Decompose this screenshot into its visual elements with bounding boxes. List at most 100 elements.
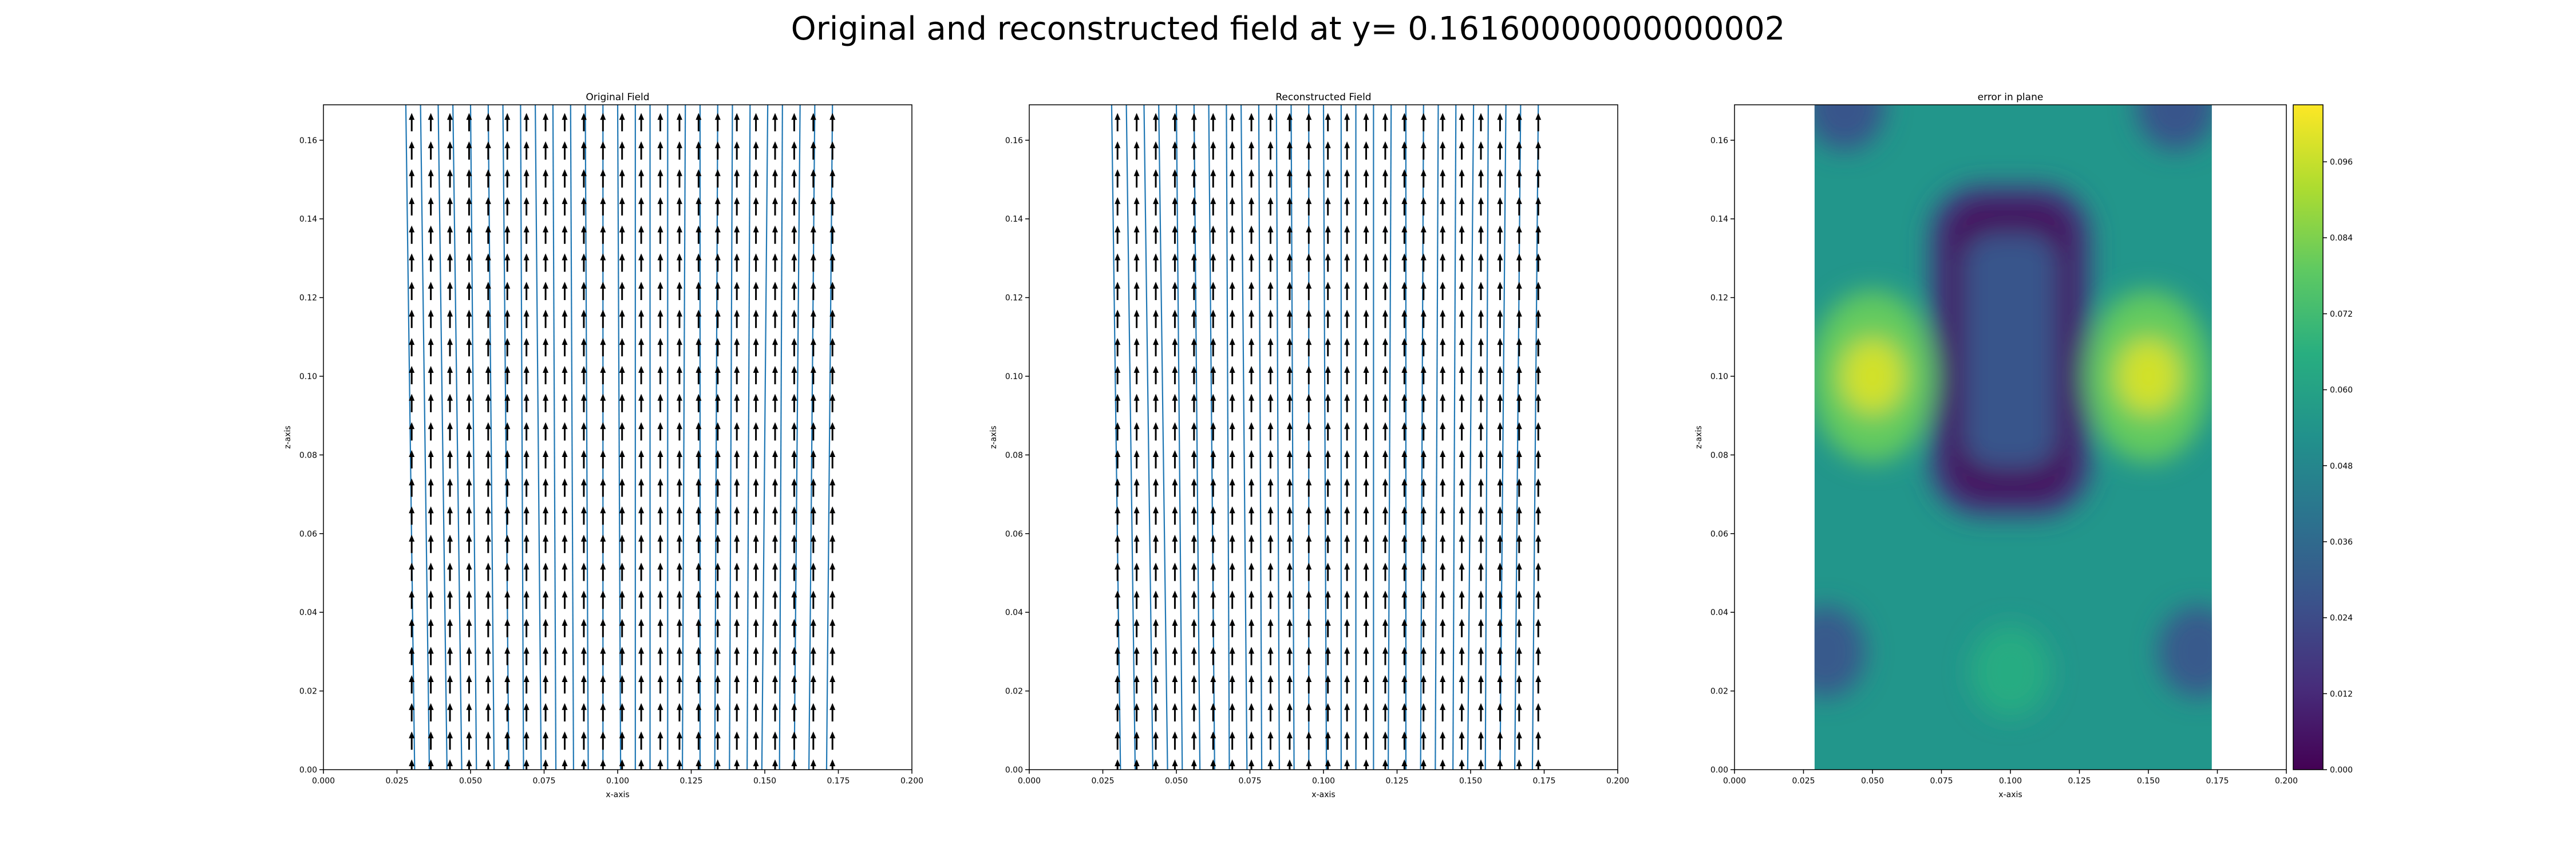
arrow-head	[676, 366, 682, 373]
arrow-head	[600, 731, 606, 739]
arrow-head	[1497, 309, 1503, 317]
field-arrow	[734, 703, 740, 722]
x-tick-label: 0.200	[2275, 777, 2298, 786]
field-arrow	[810, 534, 816, 553]
arrow-head	[1516, 366, 1522, 373]
arrow-head	[696, 450, 702, 458]
field-arrow	[1325, 478, 1331, 497]
field-arrow	[1401, 590, 1408, 609]
field-arrow	[1172, 731, 1178, 750]
arrow-head	[485, 366, 491, 373]
arrow-head	[1210, 253, 1216, 261]
field-arrow	[523, 141, 530, 160]
field-arrow	[1497, 450, 1503, 469]
field-arrow	[1363, 253, 1369, 272]
field-arrow	[638, 393, 645, 412]
arrow-head	[1229, 282, 1235, 289]
field-arrow	[1210, 506, 1216, 525]
arrow-head	[696, 225, 702, 233]
field-arrow	[409, 506, 415, 525]
arrow-head	[1153, 675, 1159, 682]
field-arrow	[580, 366, 587, 385]
arrow-head	[523, 759, 530, 766]
field-arrow	[1382, 731, 1388, 750]
arrow-head	[1420, 393, 1427, 401]
arrow-head	[543, 393, 549, 401]
field-arrow	[1459, 534, 1465, 553]
field-arrow	[447, 759, 453, 770]
arrow-head	[562, 647, 568, 654]
arrow-head	[1325, 562, 1331, 570]
field-arrow	[504, 113, 511, 132]
arrow-head	[791, 562, 797, 570]
arrow-head	[1286, 647, 1293, 654]
arrow-head	[829, 534, 836, 542]
arrow-head	[428, 169, 434, 176]
arrow-head	[1516, 506, 1522, 514]
field-arrow	[619, 703, 625, 722]
field-arrow	[1516, 225, 1522, 244]
arrow-head	[753, 647, 759, 654]
arrow-head	[696, 309, 702, 317]
field-arrow	[1516, 703, 1522, 722]
field-arrow	[504, 647, 511, 665]
field-arrow	[562, 703, 568, 722]
arrow-head	[696, 197, 702, 204]
field-arrow	[466, 169, 472, 188]
field-arrow	[580, 647, 587, 665]
field-arrow	[1115, 282, 1121, 301]
field-arrow	[1477, 141, 1484, 160]
arrow-head	[1115, 506, 1121, 514]
field-arrow	[1286, 422, 1293, 441]
x-tick-label: 0.125	[1385, 777, 1408, 786]
field-line	[420, 105, 430, 770]
field-line	[1240, 105, 1248, 770]
arrow-head	[1115, 703, 1121, 710]
field-arrow	[1382, 309, 1388, 328]
arrow-head	[1516, 197, 1522, 204]
arrow-head	[1344, 197, 1350, 204]
arrow-head	[1267, 562, 1274, 570]
arrow-head	[638, 141, 645, 148]
field-arrow	[600, 169, 606, 188]
field-arrow	[1267, 731, 1274, 750]
field-line	[405, 105, 416, 770]
field-arrow	[504, 478, 511, 497]
field-arrow	[1210, 309, 1216, 328]
field-arrow	[543, 338, 549, 357]
field-arrow	[562, 562, 568, 581]
field-arrow	[580, 562, 587, 581]
arrow-head	[1477, 450, 1484, 458]
arrow-head	[1210, 618, 1216, 626]
arrow-head	[676, 197, 682, 204]
field-arrow	[1286, 253, 1293, 272]
field-arrow	[580, 393, 587, 412]
field-arrow	[1344, 253, 1350, 272]
field-arrow	[447, 618, 453, 637]
arrow-head	[829, 309, 836, 317]
arrow-head	[1325, 197, 1331, 204]
field-arrow	[600, 675, 606, 693]
arrow-head	[1153, 113, 1159, 120]
arrow-head	[1191, 731, 1197, 739]
field-arrow	[714, 675, 721, 693]
arrow-head	[1459, 675, 1465, 682]
field-arrow	[1249, 366, 1255, 385]
arrow-head	[447, 506, 453, 514]
arrow-head	[485, 253, 491, 261]
arrow-head	[485, 675, 491, 682]
field-arrow	[676, 618, 682, 637]
arrow-head	[791, 197, 797, 204]
field-arrow	[580, 282, 587, 301]
arrow-head	[562, 282, 568, 289]
field-arrow	[772, 647, 778, 665]
field-arrow	[772, 113, 778, 132]
arrow-head	[638, 309, 645, 317]
arrow-head	[676, 647, 682, 654]
field-arrow	[791, 618, 797, 637]
field-arrow	[1286, 731, 1293, 750]
arrow-head	[714, 225, 721, 233]
arrow-head	[1459, 141, 1465, 148]
field-arrow	[428, 478, 434, 497]
field-arrow	[1363, 562, 1369, 581]
